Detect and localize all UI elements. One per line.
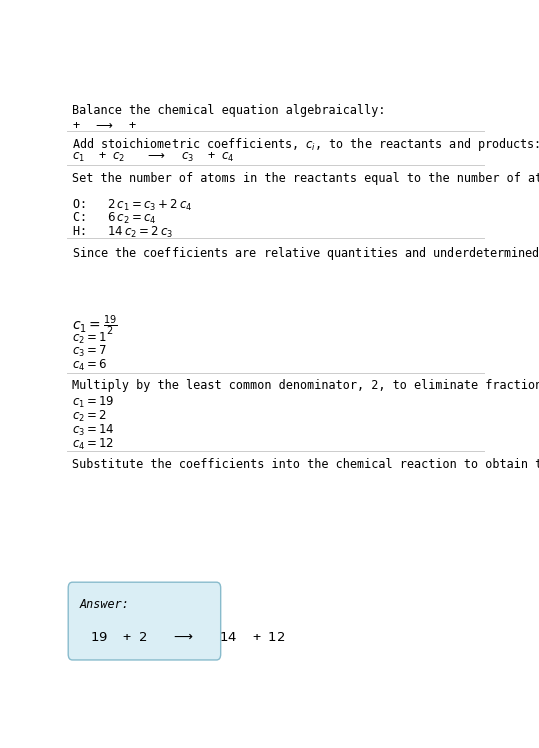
Text: $c_2 = 2$: $c_2 = 2$ [72,409,107,424]
Text: Balance the chemical equation algebraically:: Balance the chemical equation algebraica… [72,104,386,117]
Text: $c_4 = 12$: $c_4 = 12$ [72,437,115,452]
Text: $c_1 = 19$: $c_1 = 19$ [72,395,115,410]
Text: $c_1$  + $c_2$   $\longrightarrow$  $c_3$  + $c_4$: $c_1$ + $c_2$ $\longrightarrow$ $c_3$ + … [72,151,235,165]
Text: $c_2 = 1$: $c_2 = 1$ [72,331,107,346]
Text: +  $\longrightarrow$  +: + $\longrightarrow$ + [72,119,138,132]
Text: $c_3 = 14$: $c_3 = 14$ [72,423,115,438]
Text: $c_4 = 6$: $c_4 = 6$ [72,358,108,373]
FancyBboxPatch shape [68,582,220,660]
Text: Add stoichiometric coefficients, $c_i$, to the reactants and products:: Add stoichiometric coefficients, $c_i$, … [72,136,539,153]
Text: H:   $14\,c_2 = 2\,c_3$: H: $14\,c_2 = 2\,c_3$ [72,225,174,240]
Text: $c_1 = \frac{19}{2}$: $c_1 = \frac{19}{2}$ [72,313,118,337]
Text: Since the coefficients are relative quantities and underdetermined, choose a coe: Since the coefficients are relative quan… [72,245,539,263]
Text: Answer:: Answer: [80,598,130,611]
Text: $c_3 = 7$: $c_3 = 7$ [72,344,107,360]
Text: Multiply by the least common denominator, 2, to eliminate fractional coefficient: Multiply by the least common denominator… [72,379,539,393]
Text: $19$  + $2$   $\longrightarrow$   $14$  + $12$: $19$ + $2$ $\longrightarrow$ $14$ + $12$ [91,631,286,644]
Text: Set the number of atoms in the reactants equal to the number of atoms in the pro: Set the number of atoms in the reactants… [72,171,539,185]
Text: C:   $6\,c_2 = c_4$: C: $6\,c_2 = c_4$ [72,211,157,227]
Text: O:   $2\,c_1 = c_3 + 2\,c_4$: O: $2\,c_1 = c_3 + 2\,c_4$ [72,197,192,212]
Text: Substitute the coefficients into the chemical reaction to obtain the balanced eq: Substitute the coefficients into the che… [72,459,539,471]
